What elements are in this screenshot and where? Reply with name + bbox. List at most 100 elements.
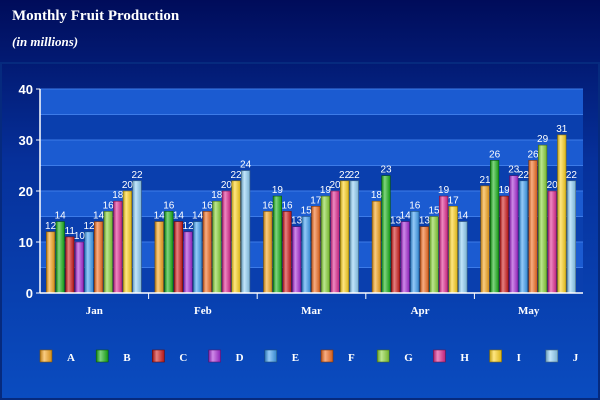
legend-label: J [573, 352, 579, 364]
x-tick-label: May [518, 305, 540, 317]
y-tick-label: 0 [26, 286, 33, 301]
bar [272, 195, 283, 294]
legend-swatch [376, 349, 390, 363]
bar [410, 211, 420, 294]
bar [84, 231, 94, 294]
data-label: 29 [537, 134, 549, 145]
bar [113, 200, 123, 294]
data-label: 12 [83, 221, 95, 232]
data-label: 23 [380, 165, 392, 176]
data-label: 17 [448, 195, 460, 206]
data-label: 21 [479, 175, 491, 186]
legend-swatch [264, 349, 278, 363]
legend-swatch [320, 349, 334, 363]
data-label: 16 [409, 200, 421, 211]
legend-swatch [489, 349, 502, 363]
data-label: 18 [112, 190, 124, 201]
bar [499, 195, 509, 294]
bar [122, 190, 132, 294]
y-tick-label: 10 [19, 235, 33, 250]
bar [330, 190, 340, 294]
data-label: 19 [499, 185, 511, 196]
bar [419, 226, 430, 294]
bar [263, 211, 273, 294]
data-label: 26 [489, 149, 501, 160]
data-label: 14 [400, 211, 412, 222]
bar [480, 185, 490, 294]
legend-label: I [517, 352, 521, 364]
bar [429, 216, 439, 294]
data-label: 12 [182, 221, 194, 232]
bar [74, 241, 84, 294]
x-tick-label: Feb [194, 305, 212, 317]
data-label: 14 [457, 211, 469, 222]
x-tick-label: Mar [301, 305, 322, 317]
data-label: 12 [45, 221, 57, 232]
legend-swatch [545, 349, 559, 363]
y-tick-label: 40 [19, 82, 33, 97]
data-label: 11 [65, 226, 76, 237]
data-label: 14 [55, 211, 67, 222]
bar [528, 160, 538, 294]
bar [557, 134, 567, 294]
bar [339, 180, 350, 294]
data-label: 20 [221, 180, 233, 191]
bar [518, 180, 528, 294]
data-label: 23 [508, 165, 520, 176]
data-label: 14 [154, 211, 166, 222]
bar [45, 231, 56, 294]
data-label: 18 [371, 190, 383, 201]
bar [94, 221, 104, 294]
data-label: 16 [281, 200, 293, 211]
data-label: 26 [527, 149, 539, 160]
bar [400, 221, 410, 294]
y-tick-label: 20 [19, 184, 33, 199]
bar [537, 144, 548, 294]
bar [489, 160, 500, 294]
bar [65, 236, 75, 294]
legend-label: D [236, 352, 244, 364]
data-label: 19 [272, 185, 284, 196]
data-label: 15 [428, 206, 440, 217]
data-label: 22 [131, 170, 143, 181]
bar [301, 216, 311, 294]
bar [103, 211, 113, 294]
bar [311, 206, 321, 294]
legend-label: H [460, 352, 469, 364]
data-label: 16 [202, 200, 214, 211]
legend-swatch [95, 349, 109, 363]
data-label: 13 [390, 216, 402, 227]
grid-band [40, 140, 583, 166]
chart-title: Monthly Fruit Production [12, 8, 180, 24]
data-label: 14 [173, 211, 185, 222]
data-label: 24 [240, 160, 252, 171]
bar [202, 211, 212, 294]
bar [241, 170, 251, 294]
legend-swatch [208, 349, 221, 363]
legend-swatch [433, 349, 446, 363]
data-label: 18 [211, 190, 223, 201]
data-label: 17 [310, 195, 322, 206]
data-label: 14 [93, 211, 105, 222]
bar [132, 180, 142, 294]
data-label: 31 [556, 124, 568, 135]
bar [371, 200, 382, 294]
data-label: 16 [262, 200, 274, 211]
legend-label: A [67, 352, 75, 364]
bar [231, 180, 241, 294]
data-label: 19 [438, 185, 450, 196]
bar [509, 175, 519, 294]
chart-subtitle: (in millions) [12, 34, 79, 49]
bar [212, 200, 222, 294]
data-label: 20 [329, 180, 341, 191]
x-tick-label: Apr [411, 305, 430, 317]
chart-panel-frame [0, 62, 600, 400]
data-label: 22 [230, 170, 242, 181]
bar [390, 226, 401, 294]
bar [566, 180, 576, 294]
data-label: 22 [518, 170, 530, 181]
bar [154, 221, 164, 294]
data-label: 19 [320, 185, 332, 196]
